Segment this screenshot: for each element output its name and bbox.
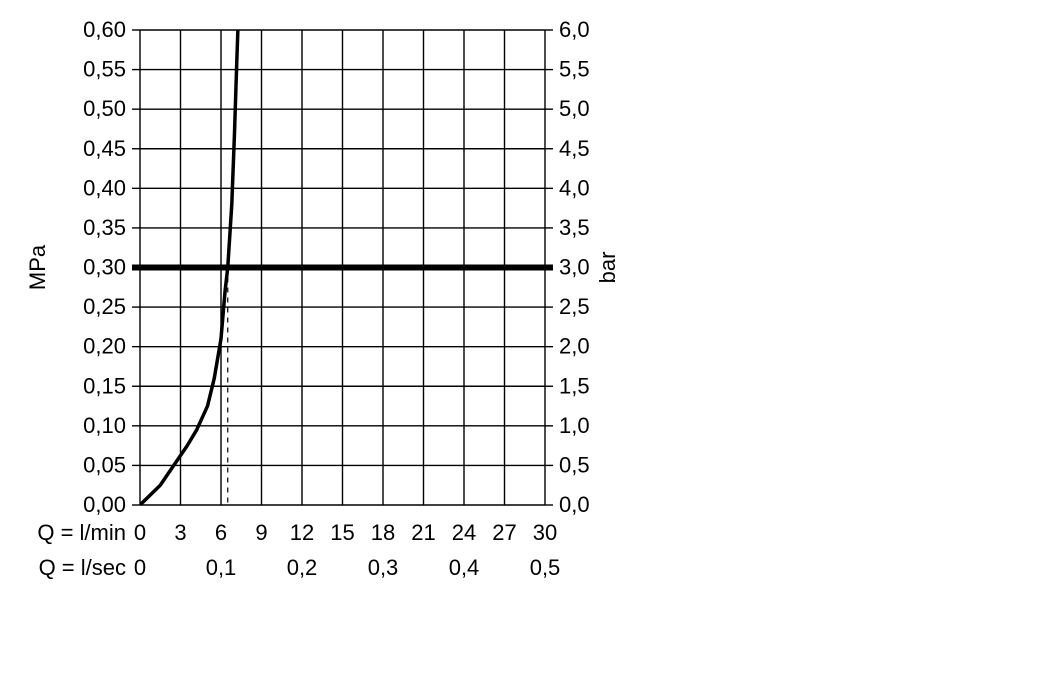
y-left-axis-title: MPa	[25, 244, 50, 290]
y-left-tick-label: 0,15	[83, 373, 126, 398]
y-left-tick-label: 0,55	[83, 57, 126, 82]
y-right-axis-title: bar	[595, 252, 620, 284]
y-left-tick-label: 0,60	[83, 17, 126, 42]
y-right-tick-label: 6,0	[559, 17, 590, 42]
x-tick-label: 27	[492, 520, 516, 545]
x-tick-label: 0,3	[368, 555, 399, 580]
y-right-tick-label: 3,0	[559, 255, 590, 280]
x-tick-label: 0,4	[449, 555, 480, 580]
x-tick-label: 0,5	[530, 555, 561, 580]
pressure-flow-chart: 0,000,050,100,150,200,250,300,350,400,45…	[0, 0, 1059, 680]
x-tick-label: 0	[134, 555, 146, 580]
y-left-tick-label: 0,40	[83, 175, 126, 200]
y-left-tick-label: 0,10	[83, 413, 126, 438]
x-tick-label: 3	[174, 520, 186, 545]
y-right-tick-label: 2,5	[559, 294, 590, 319]
x-tick-label: 24	[452, 520, 476, 545]
x-tick-label: 15	[330, 520, 354, 545]
y-right-tick-label: 0,5	[559, 452, 590, 477]
y-left-tick-label: 0,30	[83, 255, 126, 280]
y-right-tick-label: 5,5	[559, 57, 590, 82]
y-right-tick-label: 4,0	[559, 175, 590, 200]
y-left-tick-label: 0,35	[83, 215, 126, 240]
x-tick-label: 0	[134, 520, 146, 545]
y-left-tick-label: 0,05	[83, 452, 126, 477]
x-tick-label: 0,2	[287, 555, 318, 580]
x-tick-label: 0,1	[206, 555, 237, 580]
y-right-tick-label: 1,0	[559, 413, 590, 438]
y-right-tick-label: 5,0	[559, 96, 590, 121]
y-right-tick-label: 0,0	[559, 492, 590, 517]
y-left-tick-label: 0,50	[83, 96, 126, 121]
y-left-tick-label: 0,00	[83, 492, 126, 517]
x-tick-label: 9	[255, 520, 267, 545]
x-tick-label: 21	[411, 520, 435, 545]
x-tick-label: 6	[215, 520, 227, 545]
x-tick-label: 18	[371, 520, 395, 545]
y-left-tick-label: 0,20	[83, 334, 126, 359]
x-tick-label: 12	[290, 520, 314, 545]
chart-svg: 0,000,050,100,150,200,250,300,350,400,45…	[0, 0, 1059, 675]
y-left-tick-label: 0,45	[83, 136, 126, 161]
y-right-tick-label: 2,0	[559, 334, 590, 359]
x-row-label: Q = l/sec	[39, 555, 126, 580]
y-right-tick-label: 4,5	[559, 136, 590, 161]
y-right-tick-label: 1,5	[559, 373, 590, 398]
x-row-label: Q = l/min	[37, 520, 126, 545]
y-left-tick-label: 0,25	[83, 294, 126, 319]
y-right-tick-label: 3,5	[559, 215, 590, 240]
x-tick-label: 30	[533, 520, 557, 545]
